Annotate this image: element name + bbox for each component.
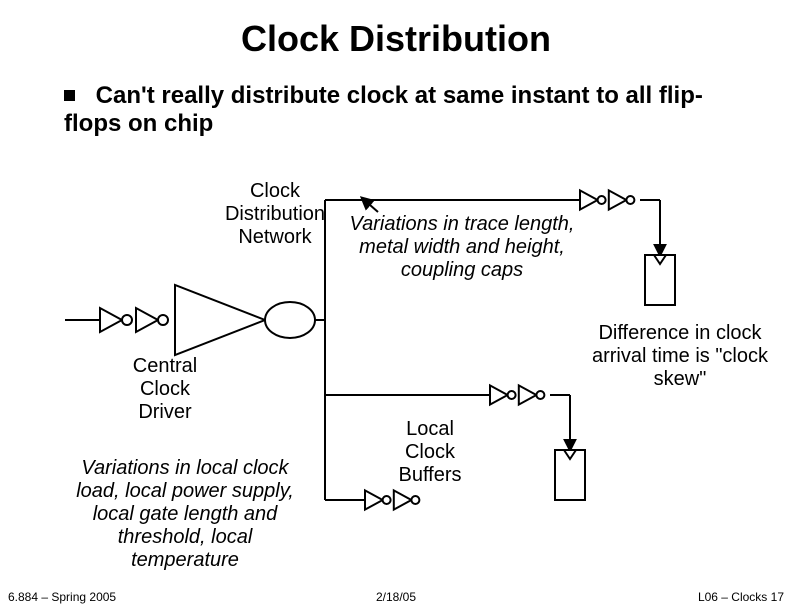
label-variations-trace: Variations in trace length, metal width … — [342, 213, 582, 282]
label-variations-local: Variations in local clock load, local po… — [65, 457, 305, 572]
footer-right: L06 – Clocks 17 — [698, 590, 784, 604]
label-local-buffers: LocalClockBuffers — [370, 418, 490, 487]
label-central-driver: CentralClockDriver — [105, 355, 225, 424]
footer-center: 2/18/05 — [0, 590, 792, 604]
label-clock-skew: Difference in clock arrival time is "clo… — [580, 322, 780, 391]
label-clock-dist-network: ClockDistributionNetwork — [215, 180, 335, 249]
